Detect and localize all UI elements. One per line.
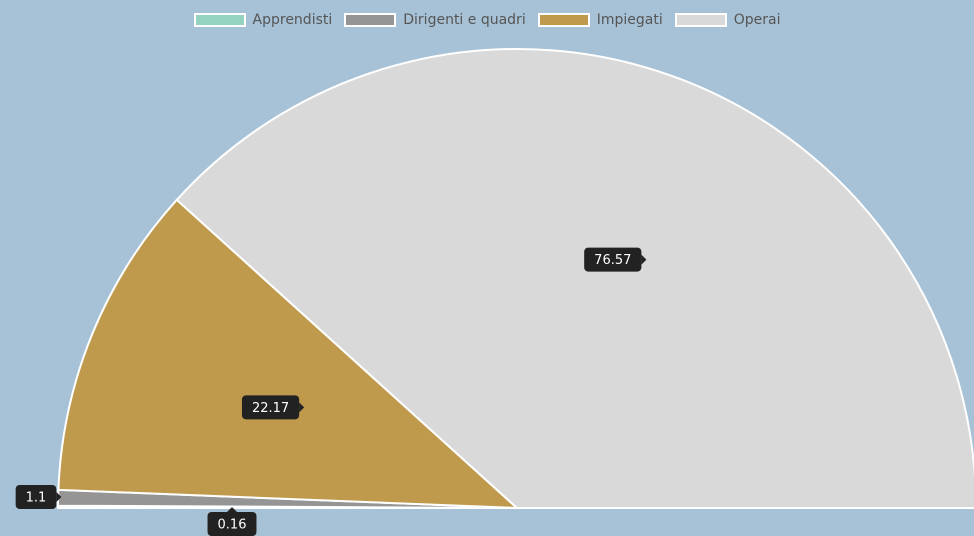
slice	[175, 48, 974, 509]
label-pointer	[299, 402, 305, 413]
label-bg	[241, 395, 300, 420]
legend-item[interactable]: Operai	[674, 12, 781, 28]
label-text: 22.17	[252, 401, 289, 416]
data-label: 76.57	[584, 247, 647, 272]
label-text: 1.1	[26, 491, 47, 506]
slice	[57, 198, 520, 510]
legend-label: Apprendisti	[252, 12, 333, 28]
label-text: 76.57	[594, 253, 631, 268]
legend-swatch	[344, 13, 397, 27]
legend-item[interactable]: Apprendisti	[193, 12, 333, 28]
label-pointer	[56, 492, 62, 502]
legend-label: Dirigenti e quadri	[403, 12, 526, 28]
label-bg	[15, 485, 57, 509]
label-bg	[584, 247, 642, 272]
label-pointer	[641, 254, 647, 265]
legend-item[interactable]: Impiegati	[537, 12, 663, 28]
legend-item[interactable]: Dirigenti e quadri	[344, 12, 526, 28]
label-pointer	[227, 507, 237, 512]
label-bg	[207, 512, 257, 536]
legend-swatch	[537, 13, 590, 27]
data-label: 22.17	[241, 395, 305, 420]
legend-swatch	[674, 13, 727, 27]
data-label: 1.1	[15, 485, 62, 509]
label-text: 0.16	[218, 518, 247, 533]
legend-label: Operai	[733, 12, 781, 28]
legend-label: Impiegati	[596, 12, 663, 28]
legend-swatch	[193, 13, 246, 27]
data-label: 0.16	[207, 507, 257, 536]
legend: Apprendisti Dirigenti e quadri Impiegati Op…	[0, 12, 974, 28]
